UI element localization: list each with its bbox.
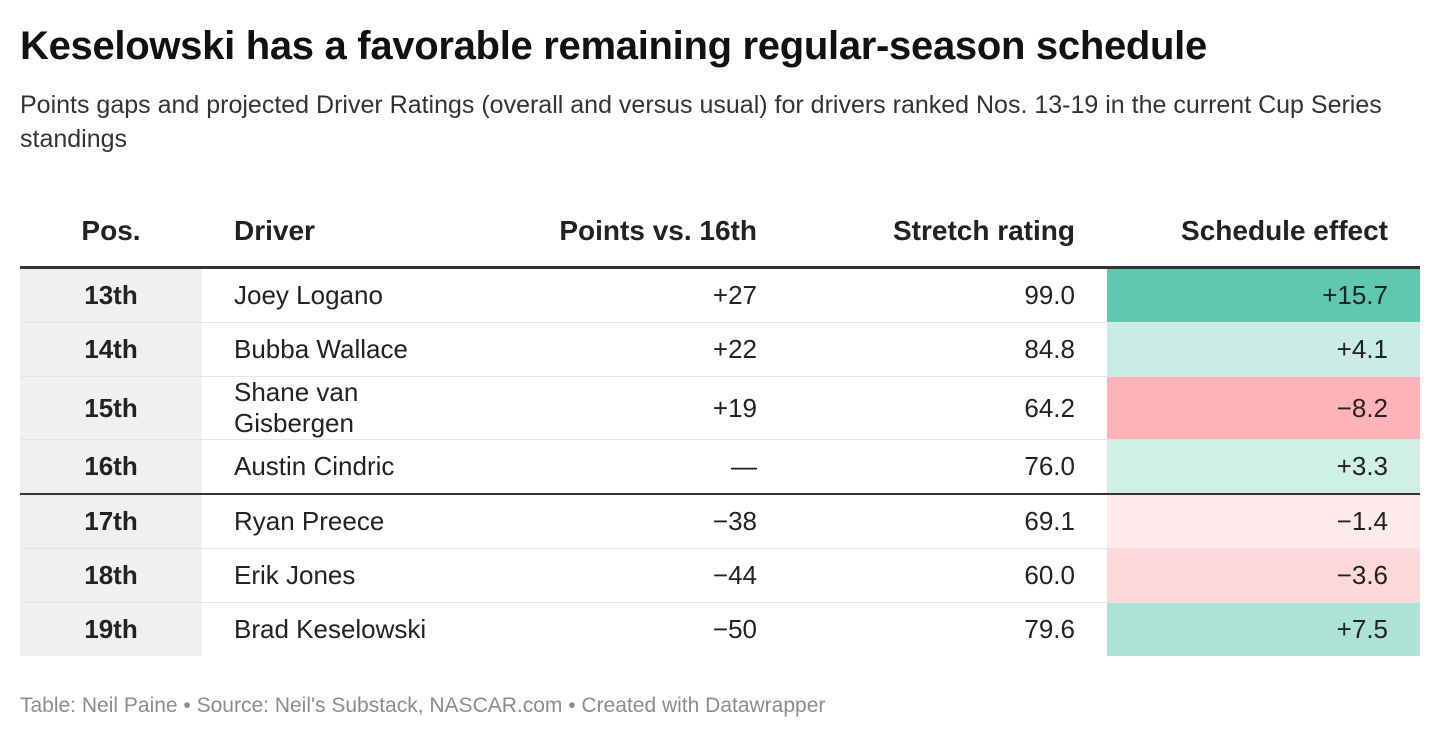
cell-points: — bbox=[466, 439, 789, 495]
cell-points: +19 bbox=[466, 376, 789, 440]
header-points[interactable]: Points vs. 16th bbox=[466, 196, 789, 269]
cell-driver: Austin Cindric bbox=[202, 439, 466, 495]
cell-stretch: 76.0 bbox=[789, 439, 1107, 495]
standings-table: Pos. Driver Points vs. 16th Stretch rati… bbox=[20, 196, 1420, 656]
cell-pos: 16th bbox=[20, 439, 202, 495]
table-row: 15th Shane van Gisbergen +19 64.2 −8.2 bbox=[20, 376, 1420, 440]
table-row: 13th Joey Logano +27 99.0 +15.7 bbox=[20, 267, 1420, 323]
cell-driver: Joey Logano bbox=[202, 267, 466, 323]
cell-points: +27 bbox=[466, 267, 789, 323]
cell-schedule-effect: −3.6 bbox=[1107, 548, 1420, 603]
cell-pos: 19th bbox=[20, 602, 202, 656]
cell-driver: Shane van Gisbergen bbox=[202, 376, 466, 440]
cell-schedule-effect: −8.2 bbox=[1107, 376, 1420, 440]
cell-stretch: 69.1 bbox=[789, 494, 1107, 549]
cell-points: −38 bbox=[466, 494, 789, 549]
table-row: 17th Ryan Preece −38 69.1 −1.4 bbox=[20, 494, 1420, 549]
cell-driver: Erik Jones bbox=[202, 548, 466, 603]
cell-schedule-effect: +3.3 bbox=[1107, 439, 1420, 495]
cell-driver: Ryan Preece bbox=[202, 494, 466, 549]
cell-points: −44 bbox=[466, 548, 789, 603]
cell-driver: Bubba Wallace bbox=[202, 322, 466, 377]
cell-stretch: 60.0 bbox=[789, 548, 1107, 603]
table-body: 13th Joey Logano +27 99.0 +15.7 14th Bubba Wal… bbox=[20, 267, 1420, 656]
chart-title: Keselowski has a favorable remaining reg… bbox=[20, 24, 1207, 68]
cell-schedule-effect: +7.5 bbox=[1107, 602, 1420, 656]
header-driver[interactable]: Driver bbox=[202, 196, 466, 269]
cell-pos: 15th bbox=[20, 376, 202, 440]
cell-stretch: 99.0 bbox=[789, 267, 1107, 323]
cell-pos: 14th bbox=[20, 322, 202, 377]
chart-subtitle: Points gaps and projected Driver Ratings… bbox=[20, 91, 1382, 153]
cell-points: +22 bbox=[466, 322, 789, 377]
cell-pos: 17th bbox=[20, 494, 202, 549]
table-row: 19th Brad Keselowski −50 79.6 +7.5 bbox=[20, 602, 1420, 656]
chart-footer: Table: Neil Paine • Source: Neil's Subst… bbox=[20, 694, 826, 717]
cell-schedule-effect: −1.4 bbox=[1107, 494, 1420, 549]
cell-stretch: 64.2 bbox=[789, 376, 1107, 440]
cell-schedule-effect: +15.7 bbox=[1107, 267, 1420, 323]
cell-pos: 13th bbox=[20, 267, 202, 323]
table-row: 16th Austin Cindric —76.0 +3.3 bbox=[20, 439, 1420, 495]
cell-stretch: 79.6 bbox=[1024, 614, 1075, 644]
header-schedule-effect[interactable]: Schedule effect bbox=[1107, 196, 1420, 269]
cell-schedule-effect: +4.1 bbox=[1107, 322, 1420, 377]
cell-driver: Brad Keselowski bbox=[234, 614, 427, 644]
header-stretch[interactable]: Stretch rating bbox=[789, 196, 1107, 269]
chart-container: Keselowski has a favorable remaining reg… bbox=[20, 0, 1420, 718]
cell-points: −50 bbox=[712, 614, 757, 644]
header-pos[interactable]: Pos. bbox=[20, 196, 202, 269]
table-row: 18th Erik Jones −44 60.0 −3.6 bbox=[20, 548, 1420, 603]
cell-pos: 18th bbox=[20, 548, 202, 603]
table-header-row: Pos. Driver Points vs. 16th Stretch rati… bbox=[20, 196, 1420, 269]
table-row: 14th Bubba Wallace +22 84.8 +4.1 bbox=[20, 322, 1420, 377]
cell-stretch: 84.8 bbox=[789, 322, 1107, 377]
